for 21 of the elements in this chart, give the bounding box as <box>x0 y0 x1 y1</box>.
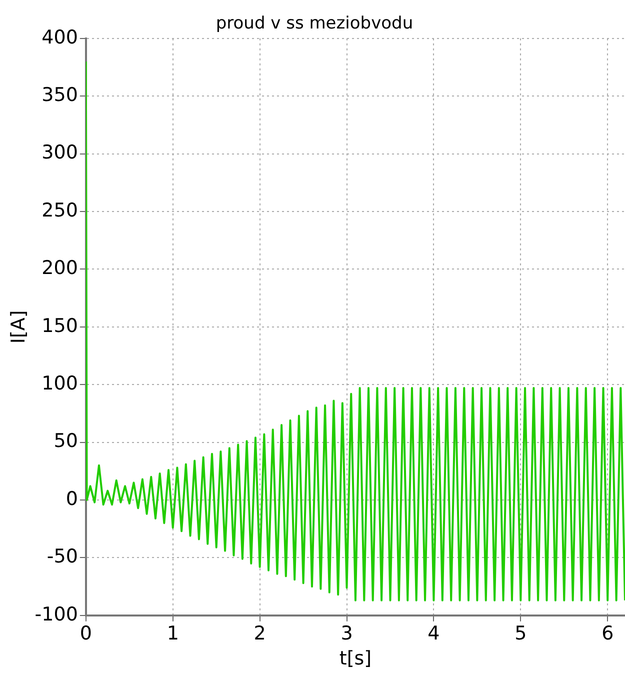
x-axis-title: t[s] <box>339 648 372 670</box>
y-tick-label: 300 <box>42 142 78 164</box>
y-tick-label: 150 <box>42 314 78 337</box>
y-tick-label: 50 <box>54 430 78 452</box>
y-tick-label: 0 <box>66 488 78 510</box>
x-tick-label: 1 <box>166 622 179 645</box>
y-tick-label: 250 <box>42 199 78 222</box>
y-tick-label: 350 <box>42 84 78 106</box>
chart-title: proud v ss meziobvodu <box>216 14 414 34</box>
x-tick-label: 6 <box>602 622 614 645</box>
y-tick-label: -50 <box>46 546 78 568</box>
x-tick-label: 3 <box>340 622 353 645</box>
y-tick-label: 400 <box>42 26 78 48</box>
y-tick-label: 200 <box>42 257 78 280</box>
y-axis-title: I[A] <box>7 310 30 344</box>
x-tick-label: 2 <box>254 622 266 645</box>
y-tick-label: -100 <box>34 603 78 626</box>
y-tick-label: 100 <box>42 372 78 395</box>
x-tick-label: 0 <box>80 622 92 645</box>
x-tick-label: 5 <box>514 622 527 645</box>
x-tick-label: 4 <box>428 622 440 645</box>
